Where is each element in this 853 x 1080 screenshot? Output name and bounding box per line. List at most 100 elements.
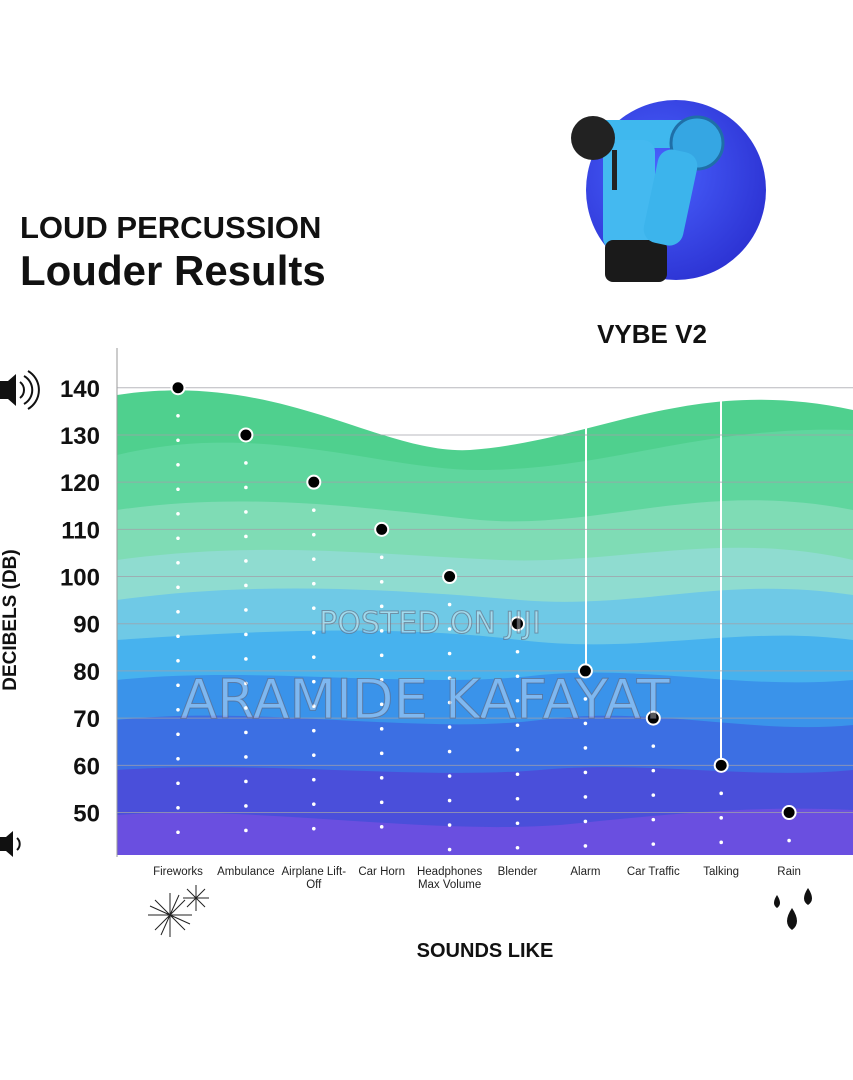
guide-dot	[583, 746, 588, 750]
speaker-loud-icon	[0, 370, 40, 410]
guide-dot	[244, 510, 248, 514]
guide-dot	[244, 583, 248, 588]
watermark: ARAMIDE KAFAYAT	[180, 668, 670, 731]
guide-dot	[379, 580, 384, 584]
guide-dot	[312, 777, 316, 782]
x-tick-label: Rain	[777, 866, 801, 878]
guide-dot	[176, 609, 180, 614]
data-point	[645, 710, 661, 726]
grid	[117, 387, 853, 814]
x-tick-label: Airplane Lift-Off	[281, 866, 347, 891]
guide-dot	[312, 630, 316, 635]
data-point	[442, 569, 458, 585]
guide-dot	[244, 804, 248, 808]
x-tick-label: Car Traffic	[626, 866, 680, 878]
watermark: POSTED ON JIJI	[319, 606, 541, 641]
guide-dot	[176, 585, 180, 590]
y-tick-label: 60	[73, 753, 100, 780]
subtitle: LOUD PERCUSSION	[20, 210, 321, 245]
guide-dot	[447, 749, 452, 754]
guide-dot	[244, 608, 248, 612]
guide-dot	[312, 802, 316, 806]
guide-dot	[244, 657, 248, 661]
data-point	[374, 521, 390, 537]
guide-dot	[176, 536, 180, 541]
guide-dot	[719, 791, 723, 796]
guide-dot	[447, 847, 452, 852]
guide-dot	[379, 825, 384, 829]
y-tick-label: 140	[60, 376, 100, 403]
x-tick-label: Headphones Max Volume	[416, 866, 483, 891]
guide-dot	[244, 632, 248, 637]
guide-dot	[583, 844, 588, 848]
title: Louder Results	[20, 247, 326, 294]
guide-dot	[447, 774, 452, 778]
guide-dot	[244, 681, 248, 686]
guide-dot	[379, 653, 384, 658]
guide-dot	[379, 702, 384, 707]
data-point	[713, 757, 729, 773]
guide-dot	[515, 821, 520, 826]
raindrops-icon	[774, 888, 812, 930]
data-point	[170, 380, 186, 396]
guide-dot	[515, 698, 520, 703]
guide-dot	[447, 627, 452, 631]
data-point	[510, 616, 525, 632]
guide-dot	[515, 747, 520, 752]
guide-dot	[176, 805, 180, 810]
y-tick-label: 120	[60, 470, 100, 497]
guide-dot	[515, 649, 520, 654]
x-tick-label: Alarm	[570, 866, 601, 878]
guide-dot	[583, 819, 588, 824]
guide-dot	[379, 555, 384, 560]
guide-dot	[244, 755, 248, 759]
guide-dot	[583, 795, 588, 799]
guide-dot	[447, 798, 452, 803]
guide-dot	[583, 770, 588, 775]
guide-dot	[515, 796, 520, 801]
guide-dot	[176, 560, 180, 565]
guide-dot	[515, 845, 520, 850]
guide-dot	[176, 756, 180, 761]
guide-dot	[651, 744, 656, 748]
guide-dot	[379, 751, 384, 756]
dot-columns	[176, 413, 791, 852]
y-tick-label: 80	[73, 659, 100, 686]
guide-dot	[312, 508, 316, 512]
guide-dot	[244, 706, 248, 710]
guide-dot	[583, 697, 588, 701]
guide-dot	[312, 826, 316, 831]
guide-dot	[244, 559, 248, 563]
guide-dot	[379, 800, 384, 805]
guide-dot	[379, 727, 384, 731]
guide-dot	[312, 704, 316, 708]
guide-dot	[244, 534, 248, 539]
guide-dot	[176, 732, 180, 737]
guide-dot	[447, 602, 452, 607]
product-name: VYBE V2	[597, 319, 707, 349]
x-tick-label: Fireworks	[153, 866, 203, 878]
y-tick-label: 110	[61, 517, 100, 544]
guide-dot	[651, 793, 656, 797]
guide-dot	[312, 679, 316, 684]
y-tick-label: 100	[60, 565, 100, 592]
fireworks-icon	[148, 885, 209, 937]
guide-dot	[515, 723, 520, 728]
guide-dot	[379, 629, 384, 633]
guide-dot	[176, 830, 180, 835]
guide-dot	[312, 655, 316, 659]
guide-dot	[787, 838, 791, 843]
y-tick-label: 130	[60, 423, 100, 450]
guide-dot	[651, 768, 656, 773]
guide-dot	[176, 462, 180, 467]
guide-dot	[176, 634, 180, 639]
guide-dot	[244, 828, 248, 833]
guide-dot	[176, 438, 180, 443]
data-point	[238, 427, 254, 443]
data-point	[781, 805, 797, 821]
guide-dot	[176, 781, 180, 786]
marks	[170, 380, 797, 821]
x-tick-label: Ambulance	[217, 866, 275, 878]
